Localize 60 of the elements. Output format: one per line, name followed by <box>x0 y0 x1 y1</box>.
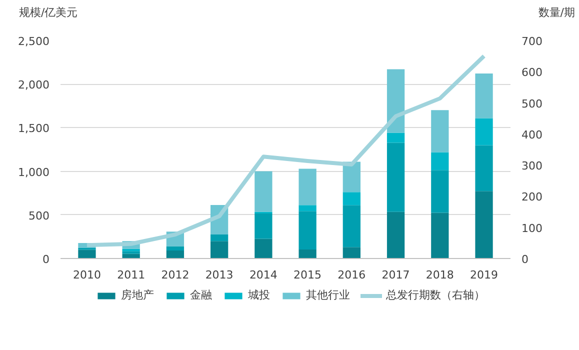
bar <box>254 238 272 258</box>
bar <box>342 247 360 258</box>
bar <box>475 118 493 146</box>
bar <box>431 110 449 152</box>
bar <box>431 170 449 213</box>
bar <box>431 212 449 258</box>
x-tick-label: 2016 <box>338 268 366 282</box>
y2-tick-label: 300 <box>522 160 542 173</box>
x-tick-label: 2013 <box>205 268 234 282</box>
legend-label: 金融 <box>190 288 212 302</box>
bar <box>298 205 316 212</box>
bar <box>386 142 405 212</box>
y2-tick-label: 400 <box>522 128 542 142</box>
y-tick-label: 0 <box>42 253 50 266</box>
x-tick-label: 2019 <box>470 268 498 282</box>
y-tick-label: 2,500 <box>18 35 50 48</box>
y-tick-label: 1,500 <box>18 122 50 136</box>
legend-label: 其他行业 <box>306 288 350 302</box>
bar <box>475 145 493 192</box>
bar <box>166 246 184 250</box>
bar <box>166 250 184 258</box>
bar <box>386 69 405 133</box>
bar <box>475 73 493 118</box>
y-tick-label: 2,000 <box>18 78 50 92</box>
y2-tick-label: 500 <box>522 97 542 110</box>
x-tick-label: 2011 <box>117 268 146 282</box>
bar <box>342 192 360 206</box>
line-series <box>84 54 486 248</box>
legend-label: 总发行期数（右轴） <box>386 288 485 302</box>
bar <box>386 212 405 258</box>
y-tick-label: 500 <box>28 209 50 222</box>
bar <box>475 191 493 258</box>
x-tick-label: 2017 <box>382 268 410 282</box>
bar <box>254 171 272 212</box>
y2-axis-title: 数量/期 <box>538 5 575 21</box>
bar <box>342 205 360 248</box>
x-tick-label: 2015 <box>294 268 322 282</box>
bar <box>210 234 228 242</box>
y-tick-label: 1,000 <box>18 166 50 179</box>
bar <box>298 250 316 258</box>
y2-tick-label: 200 <box>522 190 542 204</box>
y2-tick-label: 600 <box>522 66 542 80</box>
legend-label: 房地产 <box>121 288 154 302</box>
bar <box>431 152 449 170</box>
y-axis-title: 规模/亿美元 <box>19 5 78 21</box>
y2-tick-label: 700 <box>522 35 542 48</box>
y2-tick-label: 0 <box>522 253 528 266</box>
bar <box>254 214 272 239</box>
x-tick-label: 2018 <box>426 268 454 282</box>
bar <box>386 132 405 143</box>
legend-label: 城投 <box>248 288 270 302</box>
bar <box>78 250 96 258</box>
bar <box>210 241 228 258</box>
x-tick-label: 2014 <box>249 268 278 282</box>
x-tick-label: 2012 <box>161 268 190 282</box>
x-tick-label: 2010 <box>72 268 101 282</box>
bar <box>298 168 316 206</box>
bar <box>122 251 140 254</box>
y2-tick-label: 100 <box>522 222 542 235</box>
bar <box>298 211 316 250</box>
